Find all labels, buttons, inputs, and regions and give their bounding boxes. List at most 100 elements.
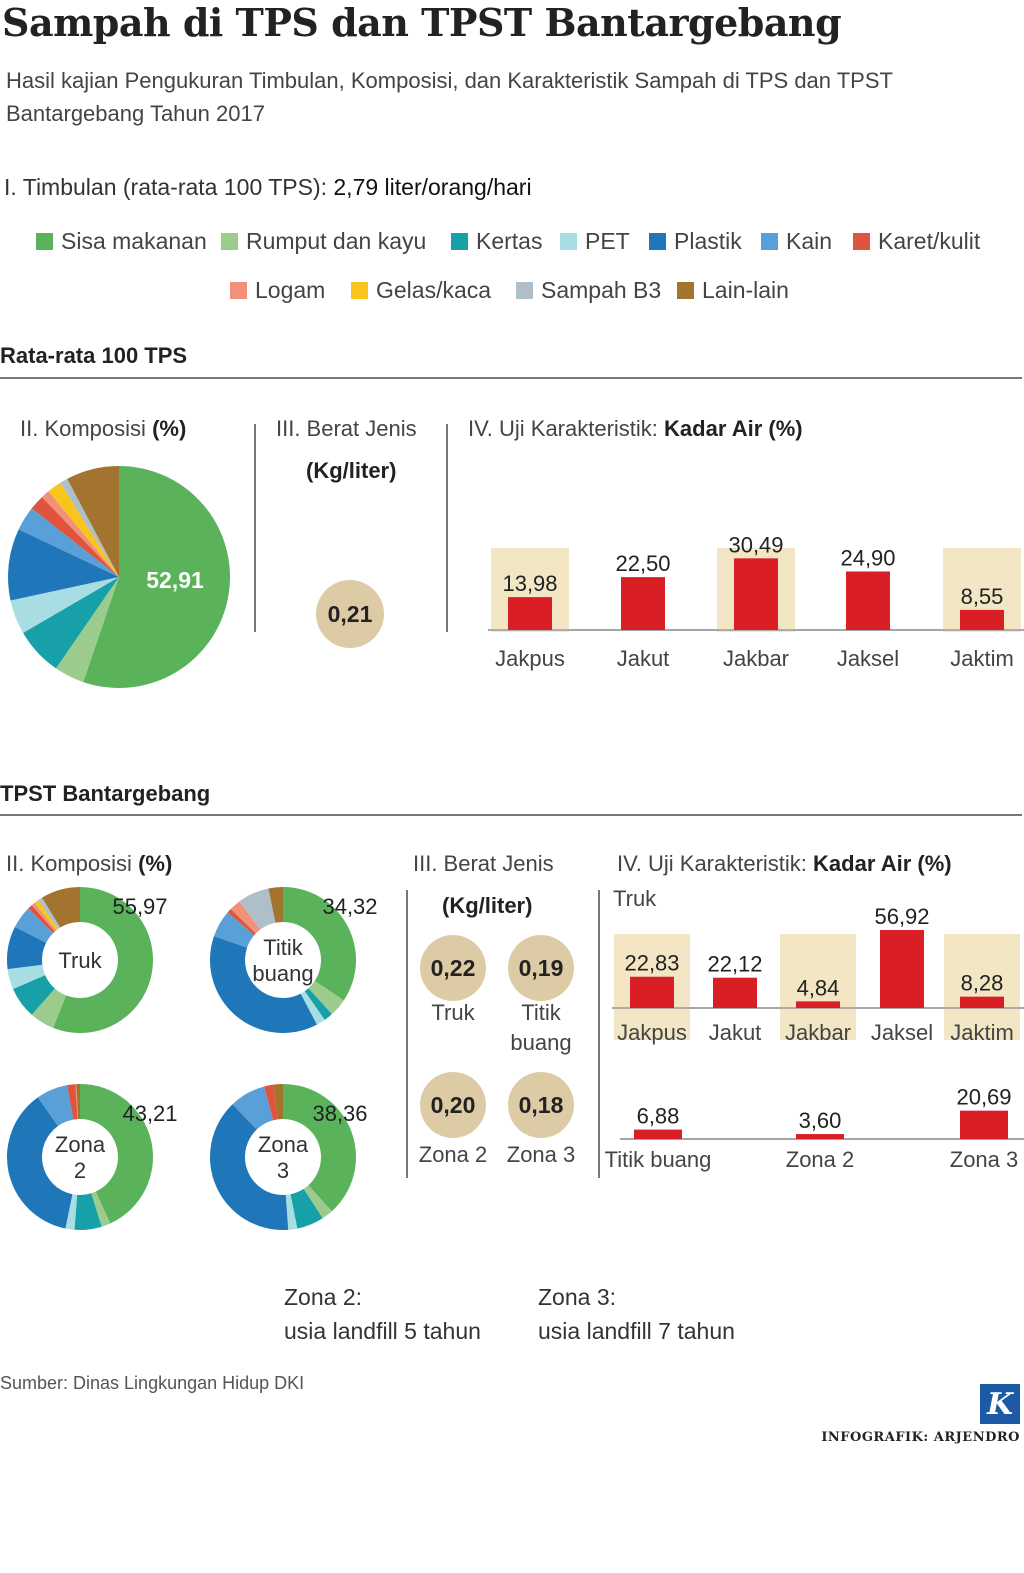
bar-category-label: Jaksel [837,646,899,671]
slice-karet-kulit [227,909,256,936]
bar-value-label: 4,84 [797,975,840,1000]
legend-label: Plastik [674,228,742,254]
bar-group-lokasi: 6,88 Titik buang 3,60 Zona 2 20,69 Zona 3 [605,1085,1024,1172]
legend-swatch [230,282,247,299]
bar-value-label: 6,88 [637,1104,680,1129]
section-rule [0,814,1022,816]
slice-plastik [7,926,47,970]
legend-swatch [677,282,694,299]
legend-swatch [36,233,53,250]
legend-swatch [649,233,666,250]
bar-jaktim [960,609,1004,630]
legend-swatch [516,282,533,299]
column-divider [446,424,448,632]
legend-swatch [451,233,468,250]
donut-center-label: Truk [58,948,102,973]
kadar-text: IV. Uji Karakteristik: [468,416,658,441]
legend-item-kertas: Kertas [451,228,542,255]
bar-category-label: Jakut [617,646,670,671]
legend-swatch [853,233,870,250]
bar-jakbar [796,1001,840,1008]
bar-jakpus [508,597,552,630]
bar-zona-3 [960,1110,1008,1139]
legend-item-kain: Kain [761,228,832,255]
legend-swatch [221,233,238,250]
donut-value-label: 38,36 [312,1101,367,1126]
slice-pet [7,964,46,990]
bar-charts-tpst: 22,83 Jakpus 22,12 Jakut 4,84 Jakbar 56,92 Jaks… [605,904,1024,1172]
bar-jakut [713,977,757,1008]
legend-item-plastik: Plastik [649,228,742,255]
bar-value-label: 22,83 [624,951,679,976]
komposisi-unit: (%) [152,416,187,441]
berat-label-tpst: III. Berat Jenis [413,851,554,876]
donut-center-label: Titik [263,935,304,960]
slice-rumput-dan-kayu [31,988,67,1028]
bar-category-label: Jaksel [871,1020,933,1045]
column-divider [406,890,408,1178]
truk-sub-label: Truk [613,886,657,911]
column-divider [254,424,256,632]
infographic-credit: INFOGRAFIK: ARJENDRO [821,1430,1020,1445]
slice-karet-kulit [31,497,119,577]
column-divider [598,890,600,1178]
slice-plastik [7,529,119,601]
slice-lain-lain [76,1084,80,1120]
bar-category-label: Jakut [709,1020,762,1045]
bar-value-label: 8,55 [961,584,1004,609]
slice-plastik [210,1104,289,1230]
slice-logam [230,901,261,934]
slice-rumput-dan-kayu [55,577,119,683]
komposisi-label-100tps: II. Komposisi (%) [20,416,186,442]
slice-kertas [13,975,55,1015]
source-note: Sumber: Dinas Lingkungan Hidup DKI [0,1373,305,1393]
bar-category-label: Jakpus [617,1020,687,1045]
bar-highlight [944,934,1020,1040]
slice-lain-lain [67,466,119,577]
pie-value-label: 52,91 [146,567,204,593]
donut-donut-truk: 55,97 Truk [7,887,168,1033]
bar-value-label: 24,90 [840,545,895,570]
slice-rumput-dan-kayu [91,1191,111,1227]
bar-category-label: Zona 3 [950,1147,1019,1172]
slice-kertas [74,1193,102,1230]
page-subtitle: Hasil kajian Pengukuran Timbulan, Kompos… [6,68,893,126]
legend-item-logam: Logam [230,277,325,304]
bar-zona-2 [796,1134,844,1139]
donut-charts: 55,97Truk34,32Titikbuang43,21Zona238,36Z… [6,887,378,1230]
section-heading-tpst: TPST Bantargebang [0,781,211,806]
bar-jakut [621,577,665,630]
bar-category-label: Jaktim [950,1020,1014,1045]
bar-category-label: Jakbar [785,1020,851,1045]
legend-item-b3: Sampah B3 [516,277,661,304]
berat-label-truk: Truk [431,1000,475,1025]
timbulan-label: I. Timbulan (rata-rata 100 TPS): [4,174,327,200]
note-zona3-text: usia landfill 7 tahun [538,1318,735,1344]
bar-value-label: 13,98 [502,571,557,596]
slice-plastik [6,1097,73,1229]
berat-label-zona2: Zona 2 [418,1142,488,1167]
slice-karet-kulit [67,1084,78,1120]
donut-center-label: 2 [74,1158,86,1183]
slice-karet-kulit [28,905,55,934]
bar-category-label: Zona 2 [786,1147,855,1172]
slice-pet [285,1194,298,1230]
slice-kain [37,1085,74,1126]
slice-pet [10,577,120,633]
bar-group: 13,98 Jakpus 22,50 Jakut 30,49 Jakbar 24,90 Jak… [488,532,1024,671]
note-zona2: Zona 2: usia landfill 5 tahun [284,1280,481,1348]
slice-logam [41,491,119,577]
donut-center-label: 3 [277,1158,289,1183]
slice-kertas [304,988,332,1020]
legend-label: Sisa makanan [61,228,207,254]
legend-item-lain: Lain-lain [677,277,789,304]
bar-jakbar [734,558,778,630]
slice-gelas-kaca [34,900,59,931]
bar-value-label: 56,92 [874,904,929,929]
slice-kain [14,908,54,943]
donut-group: 55,97Truk34,32Titikbuang43,21Zona238,36Z… [6,887,378,1230]
legend-swatch [560,233,577,250]
bar-value-label: 22,12 [707,952,762,977]
